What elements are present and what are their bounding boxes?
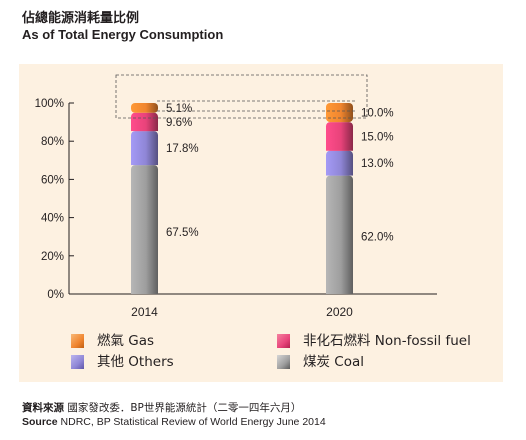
gas-swatch-icon	[71, 334, 84, 348]
bar-segment-base-nonfossil-2020	[326, 145, 353, 151]
bar-segment-base-others-2020	[326, 170, 353, 176]
data-label-coal-2014: 67.5%	[166, 227, 199, 239]
chart-title-chinese: 佔總能源消耗量比例	[22, 11, 140, 26]
bar-layer: 67.5% 17.8% 9.6% 5.1% 62.0% 13.0% 15.0% 10.0%	[131, 103, 394, 294]
bar-segment-others-2020	[326, 150, 353, 176]
data-label-gas-2020: 10.0%	[361, 108, 394, 120]
data-label-coal-2020: 62.0%	[361, 232, 394, 244]
x-category-label-2014: 2014	[131, 305, 158, 319]
bar-segment-base-nonfossil-2014	[131, 126, 158, 132]
source-chinese: 資料來源 國家發改委．BP世界能源統計（二零一四年六月）	[22, 400, 301, 415]
chart-panel: 0% 20% 40% 60% 80% 100% 67.5% 17.8% 9.6% 5.1% 62.…	[19, 64, 503, 382]
y-tick-label: 100%	[35, 98, 64, 110]
source-label-english: Source	[22, 416, 58, 428]
y-tick-label: 40%	[41, 213, 64, 225]
source-label-chinese: 資料來源	[22, 402, 64, 414]
bar-segment-gas-2014	[131, 103, 158, 113]
y-axis: 0% 20% 40% 60% 80% 100%	[35, 98, 74, 301]
non-fossil-swatch-icon	[277, 334, 290, 348]
coal-swatch-icon	[277, 355, 290, 369]
bar-segment-others-2014	[131, 131, 158, 166]
y-tick-label: 60%	[41, 174, 64, 186]
data-label-others-2014: 17.8%	[166, 143, 199, 155]
chart-title-english: As of Total Energy Consumption	[22, 27, 224, 42]
legend: 燃氣 Gas 非化石燃料 Non-fossil fuel 其他 Others 煤…	[19, 326, 503, 382]
bar-segment-gas-2020	[326, 103, 353, 123]
x-category-layer: 2014 2020	[131, 305, 353, 319]
data-label-nonfossil-2020: 15.0%	[361, 131, 394, 143]
highlight-annotation	[115, 74, 368, 119]
data-label-gas-2014: 5.1%	[166, 103, 192, 115]
bar-segment-base-coal-2014	[131, 289, 158, 294]
y-tick-layer: 0% 20% 40% 60% 80% 100%	[35, 98, 74, 301]
bar-segment-base-others-2014	[131, 160, 158, 166]
bar-segment-base-coal-2020	[326, 289, 353, 294]
y-tick-label: 0%	[47, 289, 64, 301]
source-text-english: NDRC, BP Statistical Review of World Ene…	[60, 416, 326, 428]
bar-segment-coal-2014	[131, 165, 158, 294]
bar-segment-coal-2020	[326, 175, 353, 294]
source-text-chinese: 國家發改委．BP世界能源統計（二零一四年六月）	[67, 402, 302, 414]
x-category-label-2020: 2020	[326, 305, 353, 319]
y-tick-label: 80%	[41, 136, 64, 148]
data-label-nonfossil-2014: 9.6%	[166, 117, 192, 129]
stacked-bar-chart: 0% 20% 40% 60% 80% 100% 67.5% 17.8% 9.6% 5.1% 62.…	[35, 74, 437, 319]
y-tick-label: 20%	[41, 251, 64, 263]
data-label-others-2020: 13.0%	[361, 158, 394, 170]
bar-segment-nonfossil-2020	[326, 122, 353, 151]
source-english: Source NDRC, BP Statistical Review of Wo…	[22, 416, 326, 428]
others-swatch-icon	[71, 355, 84, 369]
highlight-box	[115, 74, 368, 119]
